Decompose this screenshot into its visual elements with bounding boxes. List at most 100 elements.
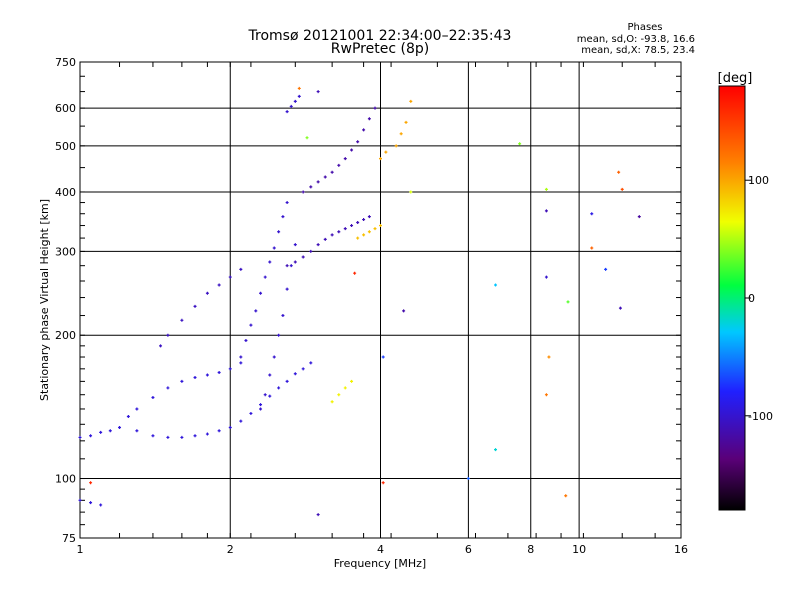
trace-point bbox=[350, 224, 354, 228]
data-points bbox=[78, 86, 641, 517]
y-tick-label: 300 bbox=[55, 245, 76, 258]
trace-point bbox=[293, 99, 297, 103]
scatter-point bbox=[590, 212, 594, 216]
x-tick-label: 4 bbox=[377, 543, 384, 556]
trace-point bbox=[316, 243, 320, 247]
trace-point bbox=[193, 434, 197, 438]
trace-point bbox=[268, 373, 272, 377]
trace-point bbox=[289, 104, 293, 108]
trace-point bbox=[367, 215, 371, 219]
trace-point bbox=[285, 287, 289, 291]
trace-point bbox=[373, 227, 377, 231]
trace-point bbox=[193, 304, 197, 308]
trace-point bbox=[309, 361, 313, 365]
trace-point bbox=[293, 372, 297, 376]
trace-point bbox=[99, 430, 103, 434]
trace-point bbox=[205, 291, 209, 295]
trace-point bbox=[217, 283, 221, 287]
trace-point bbox=[135, 429, 139, 433]
trace-point bbox=[78, 435, 82, 439]
trace-point bbox=[244, 338, 248, 342]
trace-point bbox=[151, 395, 155, 399]
trace-point bbox=[309, 185, 313, 189]
trace-point bbox=[330, 170, 334, 174]
trace-point bbox=[272, 355, 276, 359]
trace-point bbox=[217, 429, 221, 433]
trace-point bbox=[384, 150, 388, 154]
x-tick-label: 10 bbox=[572, 543, 586, 556]
trace-point bbox=[379, 157, 382, 161]
trace-point bbox=[272, 246, 276, 250]
trace-point bbox=[301, 190, 305, 194]
scatter-point bbox=[564, 494, 568, 498]
plot-area bbox=[78, 61, 682, 539]
trace-point bbox=[166, 386, 170, 390]
trace-point bbox=[404, 120, 408, 124]
trace-point bbox=[217, 371, 221, 375]
trace-point bbox=[166, 333, 170, 337]
trace-point bbox=[350, 148, 354, 152]
trace-point bbox=[309, 249, 313, 253]
trace-point bbox=[228, 275, 232, 279]
trace-point bbox=[180, 318, 184, 322]
trace-point bbox=[180, 435, 184, 439]
y-tick-label: 500 bbox=[55, 140, 76, 153]
trace-point bbox=[166, 435, 170, 439]
trace-point bbox=[323, 175, 327, 179]
trace-point bbox=[285, 264, 289, 268]
scatter-point bbox=[353, 271, 357, 275]
trace-point bbox=[356, 140, 360, 144]
trace-point bbox=[367, 117, 371, 121]
scatter-point bbox=[316, 513, 320, 517]
trace-point bbox=[362, 233, 366, 237]
scatter-point bbox=[305, 136, 309, 140]
trace-point bbox=[330, 233, 334, 237]
phases-title: Phases bbox=[627, 22, 662, 33]
trace-point bbox=[228, 367, 232, 371]
scatter-point bbox=[637, 215, 641, 219]
scatter-point bbox=[620, 187, 624, 191]
scatter-point bbox=[566, 300, 570, 304]
trace-point bbox=[259, 291, 263, 295]
y-axis-label: Stationary phase Virtual Height [km] bbox=[38, 199, 51, 401]
scatter-point bbox=[590, 246, 594, 250]
y-tick-label: 75 bbox=[62, 532, 76, 545]
colorbar-unit: [deg] bbox=[718, 71, 753, 86]
trace-point bbox=[259, 403, 263, 407]
trace-point bbox=[285, 110, 289, 114]
trace-point bbox=[268, 260, 272, 264]
y-tick-label: 100 bbox=[55, 473, 76, 486]
trace-point bbox=[399, 132, 403, 136]
scatter-point bbox=[409, 190, 413, 194]
scatter-point bbox=[494, 448, 498, 452]
trace-point bbox=[126, 414, 130, 418]
grid-lines bbox=[80, 62, 681, 538]
x-axis-label: Frequency [MHz] bbox=[334, 557, 426, 570]
colorbar: [deg] 100 0 -100 bbox=[718, 71, 773, 511]
scatter-point bbox=[544, 187, 548, 191]
x-tick-label: 2 bbox=[227, 543, 234, 556]
trace-point bbox=[277, 333, 281, 337]
trace-point bbox=[277, 386, 281, 390]
trace-point bbox=[323, 237, 327, 241]
phases-mean-x: mean, sd,X: 78.5, 23.4 bbox=[581, 45, 695, 56]
x-tick-label: 16 bbox=[674, 543, 688, 556]
scatter-point bbox=[381, 481, 385, 485]
trace-point bbox=[89, 501, 93, 505]
scatter-point bbox=[544, 393, 548, 397]
scatter-point bbox=[544, 275, 548, 279]
trace-point bbox=[249, 411, 253, 415]
trace-point bbox=[205, 432, 209, 436]
trace-point bbox=[301, 367, 305, 371]
scatter-point bbox=[547, 355, 551, 359]
scatter-point bbox=[466, 477, 470, 481]
scatter-point bbox=[297, 86, 301, 90]
scatter-point bbox=[316, 90, 320, 94]
scatter-point bbox=[409, 99, 413, 103]
trace-point bbox=[285, 201, 289, 205]
scatter-point bbox=[618, 306, 622, 310]
y-tick-label: 200 bbox=[55, 329, 76, 342]
trace-point bbox=[330, 400, 334, 404]
trace-point bbox=[350, 379, 354, 383]
